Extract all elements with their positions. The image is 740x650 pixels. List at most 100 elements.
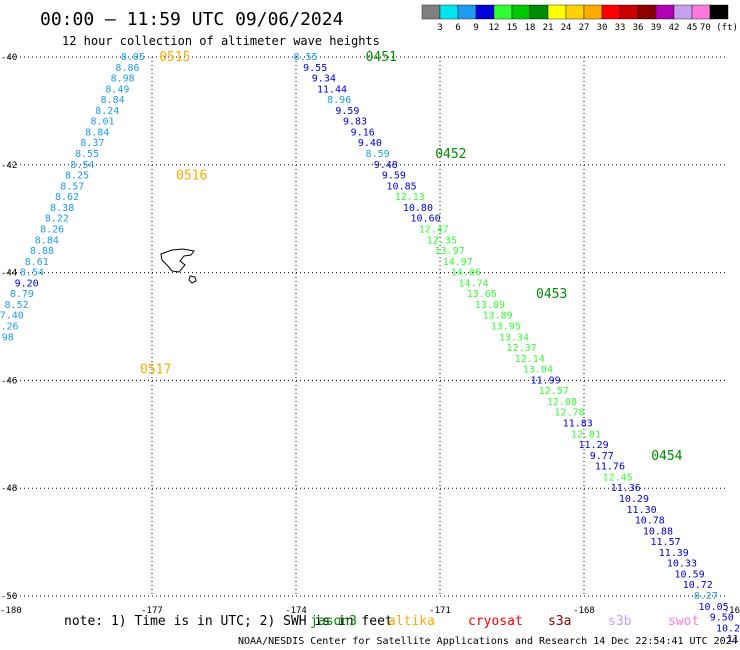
wave-height-label: 14.97 — [443, 257, 473, 268]
wave-height-label: 9.59 — [382, 171, 406, 182]
wave-height-label: 8.38 — [50, 203, 74, 214]
wave-height-label: 11.44 — [317, 84, 347, 95]
wave-height-label: 8.05 — [121, 52, 145, 63]
legend-label: 6 — [455, 23, 460, 33]
wave-height-label: 13.34 — [499, 332, 529, 343]
wave-height-label: 10.72 — [683, 580, 713, 591]
wave-height-label: 9.55 — [303, 63, 327, 74]
wave-height-label: 13.97 — [435, 246, 465, 257]
wave-height-label: 12.13 — [395, 192, 425, 203]
wave-height-label: 8.86 — [115, 63, 139, 74]
y-tick-label: -42 — [1, 161, 17, 171]
wave-height-label: 9.48 — [374, 160, 398, 171]
wave-height-label: 10.88 — [643, 526, 673, 537]
wave-height-label: 12.45 — [603, 472, 633, 483]
wave-height-label: 11.83 — [563, 419, 593, 430]
wave-height-label: 8.27 — [694, 591, 718, 602]
wave-height-label: 10.78 — [635, 516, 665, 527]
wave-height-label: 11.39 — [659, 548, 689, 559]
wave-height-label: 8.55 — [294, 52, 318, 63]
wave-height-label: 14.06 — [451, 268, 481, 279]
chatham-islands — [160, 248, 197, 284]
legend-swatch — [475, 4, 495, 20]
pass-label: 0453 — [536, 287, 567, 302]
wave-height-label: 12.35 — [427, 235, 457, 246]
legend-label: 24 — [561, 23, 572, 33]
legend-swatch — [637, 4, 657, 20]
lat-lon-grid — [8, 56, 728, 597]
legend-swatch — [547, 4, 567, 20]
wave-height-label: 13.66 — [467, 289, 497, 300]
x-tick-label: -16 — [724, 606, 740, 616]
legend-swatch — [691, 4, 711, 20]
pass-label: 0451 — [366, 50, 397, 65]
wave-height-label: 12.37 — [507, 343, 537, 354]
wave-height-label: 7.40 — [0, 311, 24, 322]
footer-note: note: 1) Time is in UTC; 2) SWH is in fe… — [64, 614, 393, 629]
wave-height-label: 11.57 — [651, 537, 681, 548]
wave-height-label: 7.98 — [0, 332, 14, 343]
wave-height-label: 9.59 — [335, 106, 359, 117]
wave-height-label: 10.80 — [403, 203, 433, 214]
pass-label: 0517 — [140, 363, 171, 378]
y-tick-label: -50 — [1, 592, 17, 602]
wave-height-label: 8.57 — [60, 181, 84, 192]
wave-height-label: 12.08 — [547, 397, 577, 408]
wave-height-label: 10.2 — [716, 623, 740, 634]
satellite-legend: jason3 altika cryosat s3a s3b swot — [310, 614, 699, 629]
satellite-jason3: jason3 — [310, 614, 357, 629]
wave-height-label: 8.54 — [20, 268, 44, 279]
wave-height-label: 8.96 — [327, 95, 351, 106]
pass-label: 0454 — [651, 449, 682, 464]
wave-height-label: 9.20 — [15, 278, 39, 289]
satellite-cryosat: cryosat — [468, 614, 523, 629]
wave-height-label: 12.14 — [515, 354, 545, 365]
satellite-s3b: s3b — [608, 614, 632, 629]
legend-label: 15 — [507, 23, 518, 33]
legend-label: 12 — [489, 23, 500, 33]
satellite-altika: altika — [388, 614, 435, 629]
legend-swatch — [655, 4, 675, 20]
wave-height-label: 8.26 — [0, 322, 19, 333]
wave-height-label: 10.59 — [675, 569, 705, 580]
wave-height-label: 8.25 — [65, 171, 89, 182]
legend-swatch — [421, 4, 441, 20]
chart-title: 00:00 – 11:59 UTC 09/06/2024 — [40, 9, 343, 30]
legend-swatch — [439, 4, 459, 20]
wave-height-label: 10.29 — [619, 494, 649, 505]
legend-label: 33 — [615, 23, 626, 33]
wave-height-label: 8.84 — [85, 127, 109, 138]
axis-ticks: -40 -42 -44 -46 -48 -50 -180 -177 -174 -171 -168 -1… — [0, 53, 740, 616]
wave-height-label: 13.04 — [523, 365, 553, 376]
wave-height-label: 8.22 — [45, 214, 69, 225]
wave-height-label: 10.60 — [411, 214, 441, 225]
pass-label: 0452 — [435, 147, 466, 162]
wave-height-label: 11.30 — [627, 505, 657, 516]
east-track: 8.559.559.3411.448.969.599.839.169.408.5… — [294, 52, 740, 645]
wave-height-label: 8.59 — [366, 149, 390, 160]
satellite-s3a: s3a — [548, 614, 571, 629]
pass-labels: 0515 0516 0517 0451 0452 0453 0454 — [140, 50, 683, 464]
wave-height-label: 12.01 — [571, 429, 601, 440]
wave-height-label: 8.49 — [105, 84, 129, 95]
legend-swatch — [583, 4, 603, 20]
pass-label: 0516 — [176, 169, 207, 184]
wave-height-label: 10.85 — [387, 181, 417, 192]
legend-label: 30 — [597, 23, 608, 33]
wave-height-label: 10.33 — [667, 559, 697, 570]
wave-height-label: 8.61 — [25, 257, 49, 268]
wave-height-label: 8.98 — [111, 74, 135, 85]
y-tick-label: -46 — [1, 376, 17, 386]
wave-height-label: 8.01 — [90, 117, 114, 128]
legend-swatch — [511, 4, 531, 20]
chart-subtitle: 12 hour collection of altimeter wave hei… — [62, 34, 380, 48]
wave-height-label: 8.37 — [80, 138, 104, 149]
x-tick-label: -174 — [285, 606, 307, 616]
x-tick-label: -177 — [141, 606, 163, 616]
legend-label: 27 — [579, 23, 590, 33]
wave-height-label: 9.16 — [351, 127, 375, 138]
wave-height-label: 13.89 — [475, 300, 505, 311]
legend-label: 70 (ft) — [700, 23, 738, 33]
legend-label: 45 — [687, 23, 698, 33]
legend-label: 42 — [669, 23, 680, 33]
